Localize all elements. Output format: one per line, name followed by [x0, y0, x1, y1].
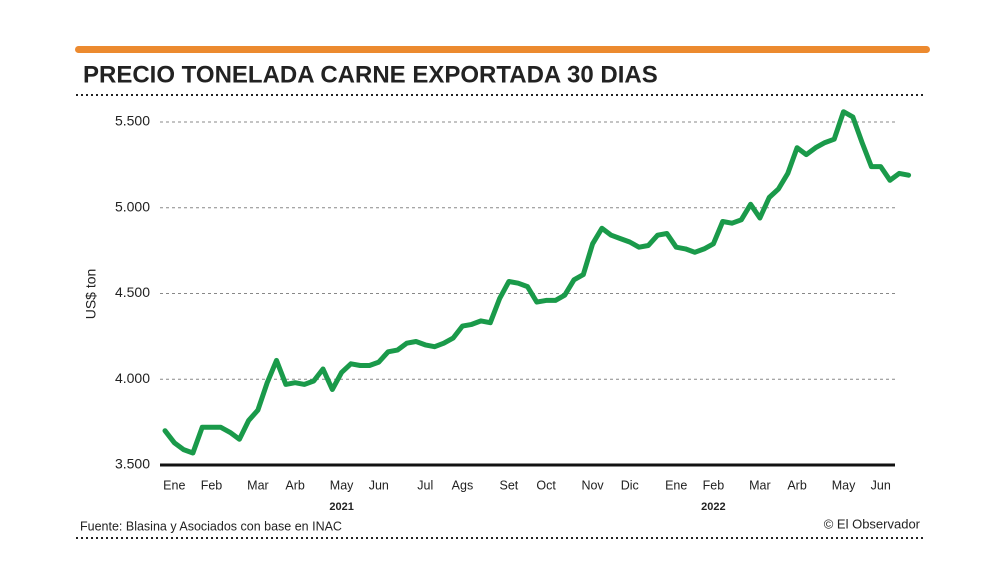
x-tick-label: May — [330, 478, 354, 492]
x-tick-label: May — [832, 478, 856, 492]
top-bar — [75, 46, 930, 53]
y-axis-label: US$ ton — [83, 269, 99, 320]
x-tick-label: Nov — [581, 478, 604, 492]
x-tick-label: Mar — [749, 478, 771, 492]
credit: © El Observador — [824, 516, 921, 531]
y-tick-label: 5.000 — [115, 198, 150, 214]
x-tick-label: Jun — [369, 478, 389, 492]
x-tick-label: Ags — [452, 478, 474, 492]
x-tick-label: Arb — [787, 478, 807, 492]
y-tick-label: 5.500 — [115, 113, 150, 129]
x-tick-label: Arb — [285, 478, 305, 492]
x-tick-label: Jul — [417, 478, 433, 492]
price-line — [162, 109, 912, 456]
y-tick-label: 4.500 — [115, 284, 150, 300]
source: Fuente: Blasina y Asociados con base en … — [80, 519, 342, 533]
chart-title: PRECIO TONELADA CARNE EXPORTADA 30 DIAS — [83, 61, 658, 88]
x-tick-label: Dic — [621, 478, 639, 492]
x-tick-label: Ene — [163, 478, 185, 492]
y-tick-label: 3.500 — [115, 456, 150, 472]
x-tick-label: Oct — [536, 478, 556, 492]
year-label: 2021 — [329, 501, 353, 513]
x-tick-label: Mar — [247, 478, 269, 492]
year-label: 2022 — [701, 501, 725, 513]
y-tick-label: 4.000 — [115, 370, 150, 386]
x-tick-label: Feb — [201, 478, 223, 492]
x-tick-label: Feb — [703, 478, 725, 492]
x-tick-label: Ene — [665, 478, 687, 492]
x-tick-label: Jun — [871, 478, 891, 492]
x-tick-label: Set — [500, 478, 519, 492]
